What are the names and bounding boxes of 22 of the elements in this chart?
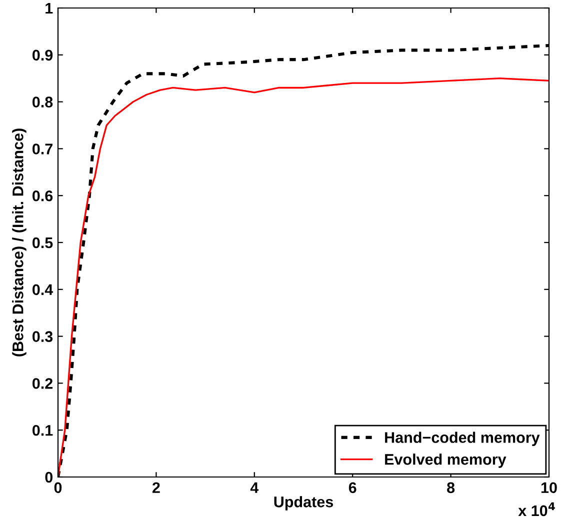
x-tick-label: 6 [348,482,356,494]
x-tick-label: 10 [541,482,557,494]
x-tick-label: 2 [152,482,160,493]
y-tick-label: 0.2 [32,378,53,389]
y-tick-label: 0 [45,472,53,483]
y-tick-label: 1 [46,3,53,14]
legend-label: Evolved memory [385,454,506,468]
y-tick-label: 0.5 [32,237,53,248]
y-tick-label: 0.8 [32,96,53,108]
y-tick-label: 0.1 [32,424,53,436]
y-tick-label: 0.6 [32,190,53,202]
x-tick-label: 8 [447,482,455,494]
text: x 10$^{4}$ [518,502,555,516]
legend-label: Hand−coded memory [385,432,540,446]
y-tick-label: 0.4 [32,284,54,296]
y-tick-label: 0.7 [32,144,52,154]
y-tick-label: 0.9 [32,50,53,61]
y-tick-label: 0.3 [32,331,53,342]
y-axis-title: (Best Distance) / (Init. Distance) [12,128,26,356]
x-tick-label: 0 [54,482,62,494]
x-tick-label: 4 [250,482,259,493]
x-axis-title: Updates [274,496,334,510]
